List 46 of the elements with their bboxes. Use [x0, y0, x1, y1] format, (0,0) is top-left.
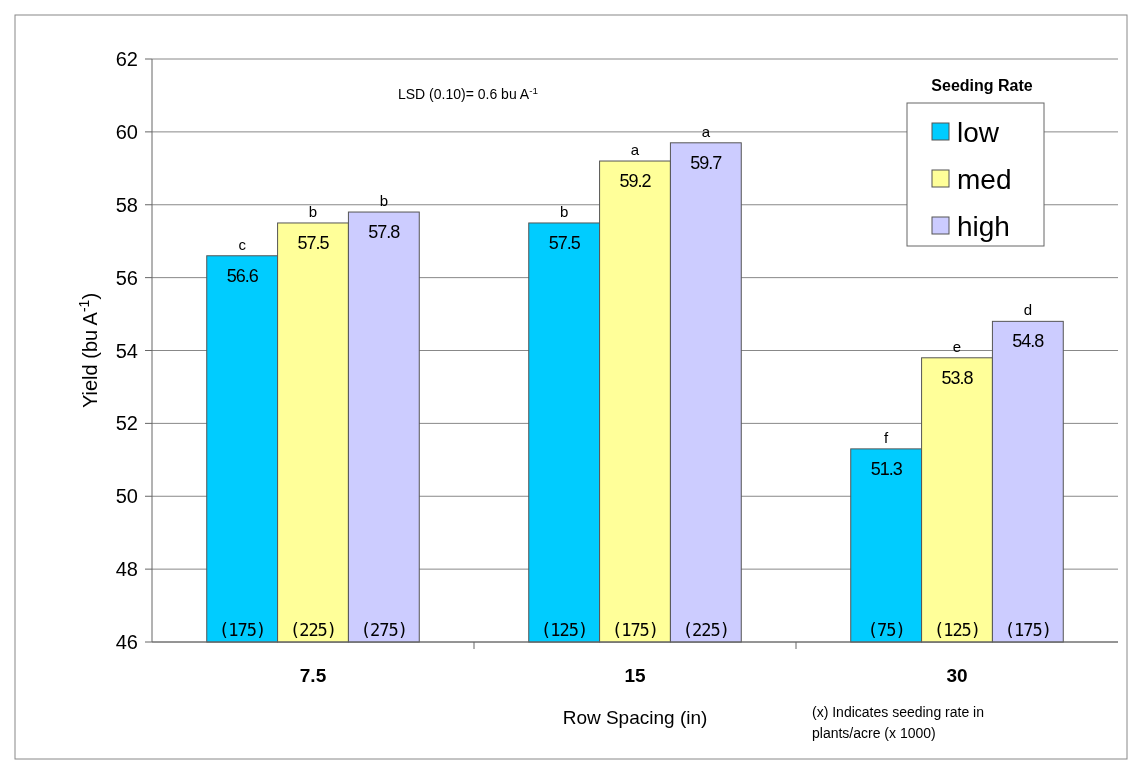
data-label: 59.2	[619, 171, 652, 192]
y-tick-label: 50	[115, 485, 138, 508]
x-tick-label: 7.5	[299, 665, 327, 686]
annotation: (225)	[682, 620, 729, 640]
annotation: b	[308, 202, 318, 220]
x-tick-label: 15	[624, 665, 646, 686]
x-axis-title: Row Spacing (in)	[562, 707, 708, 728]
x-tick-label: 30	[946, 665, 968, 686]
y-tick-label: 62	[115, 48, 138, 70]
data-label: 56.6	[226, 265, 259, 286]
y-tick-label: 52	[115, 412, 138, 435]
data-label: 54.8	[1012, 331, 1045, 352]
data-label: 53.8	[941, 367, 974, 388]
legend-label: high	[957, 210, 1010, 242]
annotation: b	[559, 202, 569, 220]
annotation: b	[379, 192, 389, 210]
text: (x) Indicates seeding rate in plants/acre (x 1000)	[812, 704, 984, 741]
annotation: a	[701, 122, 711, 140]
data-label: 57.8	[368, 222, 401, 243]
data-label: 59.7	[690, 152, 723, 173]
annotation: (125)	[933, 620, 981, 640]
data-label: 57.5	[297, 232, 330, 253]
annotation: (175)	[611, 620, 659, 640]
data-label: 51.3	[870, 458, 903, 479]
annotation: (275)	[360, 620, 407, 640]
annotation: (225)	[289, 620, 337, 640]
annotation: f	[884, 428, 890, 446]
y-tick-label: 46	[115, 631, 138, 653]
annotation: (175)	[1004, 620, 1051, 640]
annotation: (175)	[219, 620, 266, 640]
annotation: d	[1023, 301, 1033, 319]
y-tick-label: 56	[115, 266, 138, 289]
y-tick-label: 58	[115, 193, 138, 216]
data-label: 57.5	[548, 232, 581, 253]
legend-title: Seeding Rate	[931, 77, 1033, 94]
y-tick-label: 48	[115, 558, 138, 581]
annotation: (125)	[541, 620, 588, 640]
y-tick-label: 54	[115, 339, 138, 362]
annotation: e	[952, 337, 962, 355]
annotation: c	[238, 235, 247, 253]
y-tick-label: 60	[115, 120, 138, 143]
annotation: LSD (0.10)= 0.6 bu A$^{-1}$	[398, 84, 538, 102]
annotation: (75)	[867, 620, 905, 640]
annotation: a	[630, 141, 640, 159]
legend-label: low	[957, 116, 1000, 148]
legend-label: med	[957, 163, 1012, 195]
